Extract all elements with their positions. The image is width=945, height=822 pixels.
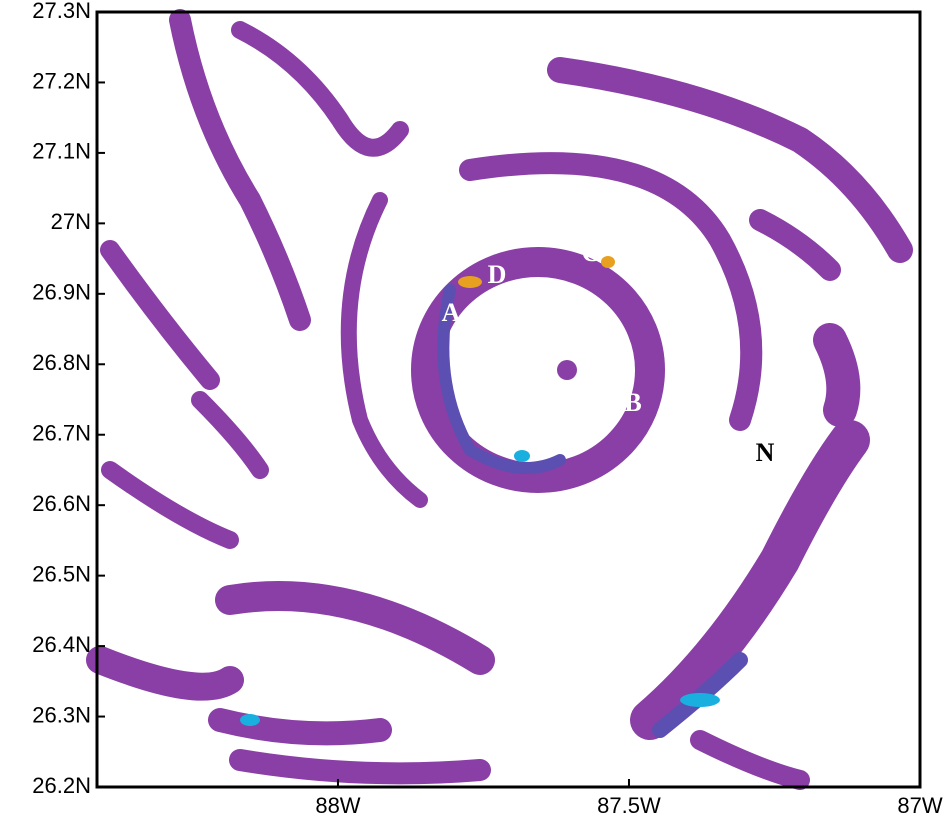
y-tick-label: 26.5N (32, 561, 91, 586)
y-tick-label: 27N (51, 209, 91, 234)
y-tick-label: 26.2N (32, 773, 91, 798)
field-contours (86, 9, 913, 790)
spiral-band (191, 391, 269, 479)
peak (458, 276, 482, 288)
spiral-band (630, 420, 870, 740)
spiral-band (690, 730, 810, 790)
spiral-band (459, 152, 763, 431)
x-tick-label: 88W (315, 793, 360, 818)
spiral-band (229, 749, 491, 785)
y-tick-label: 27.2N (32, 68, 91, 93)
spiral-band (215, 581, 495, 675)
peak (514, 450, 530, 462)
annotation: B (624, 388, 641, 417)
y-tick-label: 27.1N (32, 139, 91, 164)
x-tick-label: 87W (897, 793, 942, 818)
band-core (652, 652, 748, 738)
eye-blob (557, 360, 577, 380)
y-tick-label: 27.3N (32, 0, 91, 23)
spiral-band (813, 323, 861, 427)
y-tick-label: 26.9N (32, 280, 91, 305)
annotation: A (442, 298, 461, 327)
eyewall (411, 247, 665, 493)
plot-frame (95, 10, 922, 789)
x-tick-label: 87.5W (597, 793, 661, 818)
eyewall-core (437, 284, 566, 474)
spiral-band (100, 240, 220, 390)
peak (240, 714, 260, 726)
spiral-band (749, 209, 841, 281)
annotation: N (756, 438, 775, 467)
spiral-band (208, 708, 392, 746)
spiral-band (86, 646, 244, 701)
y-tick-label: 26.4N (32, 632, 91, 657)
spiral-band (231, 21, 409, 157)
y-tick-label: 26.6N (32, 491, 91, 516)
spiral-band (547, 57, 913, 263)
spiral-band (101, 461, 239, 549)
y-tick-label: 26.8N (32, 350, 91, 375)
annotation: D (488, 260, 507, 289)
annotation: C (582, 238, 601, 267)
peak (680, 693, 720, 707)
peak (601, 256, 615, 268)
y-tick-label: 26.3N (32, 702, 91, 727)
spiral-band (169, 9, 311, 331)
spiral-band (340, 192, 428, 508)
y-tick-label: 26.7N (32, 421, 91, 446)
